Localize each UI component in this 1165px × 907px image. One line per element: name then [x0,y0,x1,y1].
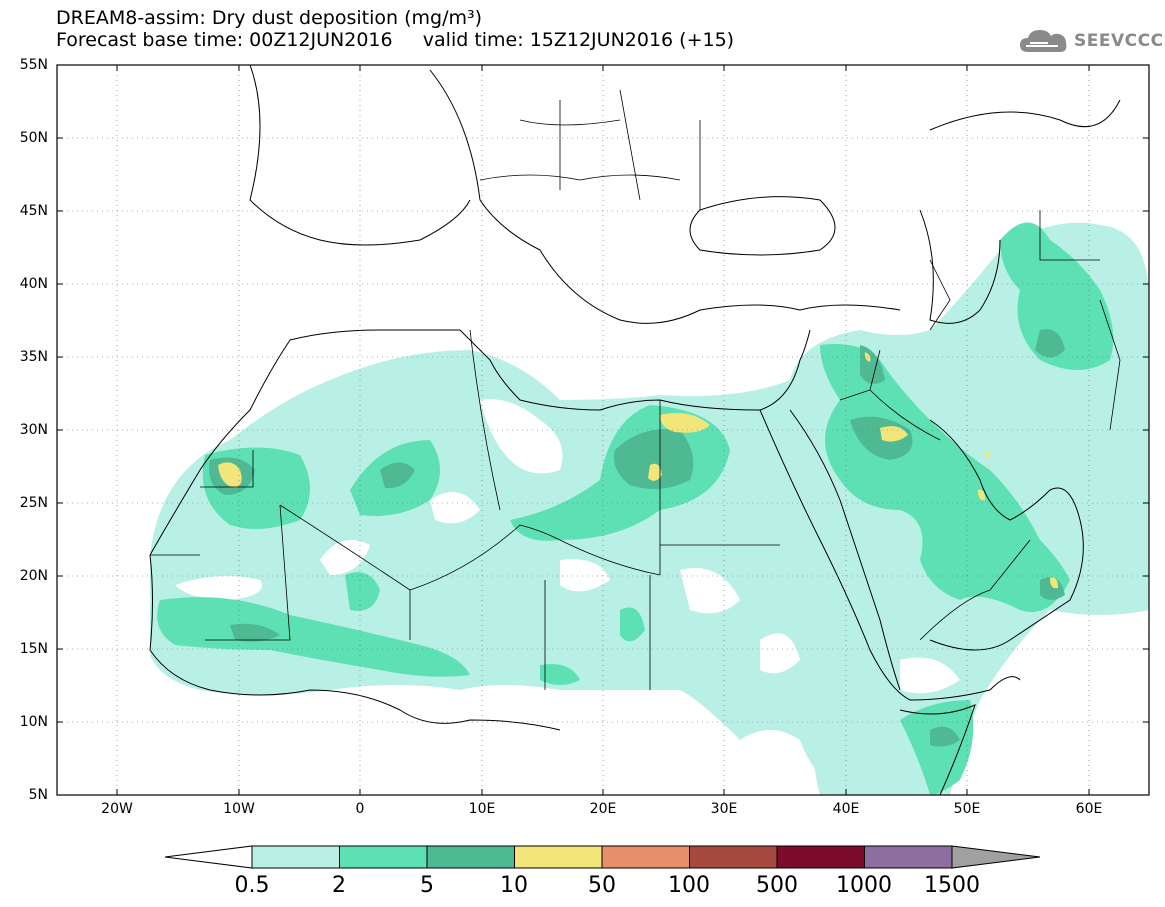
colorbar-label-0.5: 0.5 [234,873,270,898]
lon-label-50e: 50E [953,801,981,817]
country-borders [150,89,1121,690]
colorbar-box-2 [339,845,428,869]
lat-label-40n: 40N [19,276,48,292]
colorbar-label-500: 500 [756,873,798,898]
lat-label-15n: 15N [19,641,48,657]
lat-label-45n: 45N [19,203,48,219]
colorbar-box-100 [689,845,778,869]
lat-label-50n: 50N [19,130,48,146]
colorbar-box-50 [601,845,690,869]
colorbar-box-10 [514,845,603,869]
lon-label-40e: 40E [832,801,860,817]
colorbar-box-1000 [864,845,953,869]
colorbar [164,845,1041,869]
forecast-times: Forecast base time: 00Z12JUN2016 valid t… [56,29,735,51]
lat-label-55n: 55N [19,57,48,73]
map-title: DREAM8-assim: Dry dust deposition (mg/m³… [56,7,483,29]
lon-label-0: 0 [355,801,365,817]
cloud-icon [1020,30,1067,52]
seevccc-logo: SEEVCCC [1018,24,1164,58]
lat-label-10n: 10N [19,714,48,730]
colorbar-boxes [251,845,953,869]
lon-label-20e: 20E [589,801,617,817]
lat-label-35n: 35N [19,349,48,365]
colorbar-label-1500: 1500 [924,873,980,898]
dust-deposition-field [150,222,1149,795]
lon-label-20w: 20W [101,801,133,817]
lon-label-30e: 30E [710,801,738,817]
colorbar-label-5: 5 [420,873,434,898]
colorbar-label-50: 50 [588,873,616,898]
colorbar-label-10: 10 [500,873,528,898]
lat-label-5n: 5N [28,787,48,803]
colorbar-over-arrow [951,845,1041,869]
axis-ticks [57,64,1149,795]
lat-label-30n: 30N [19,422,48,438]
lat-label-25n: 25N [19,495,48,511]
lon-label-10w: 10W [223,801,255,817]
graticule [57,65,1149,795]
colorbar-box-0.5 [251,845,340,869]
logo-text: SEEVCCC [1074,31,1164,51]
dust-level-10 [218,352,1058,589]
colorbar-label-2: 2 [332,873,346,898]
lon-label-10e: 10E [468,801,496,817]
colorbar-under-arrow [164,845,253,869]
lon-label-60e: 60E [1075,801,1103,817]
colorbar-box-500 [776,845,865,869]
coastlines [149,65,1121,795]
colorbar-box-5 [426,845,515,869]
colorbar-label-100: 100 [668,873,710,898]
dust-free-patches [175,399,960,694]
lat-label-20n: 20N [19,568,48,584]
colorbar-label-1000: 1000 [836,873,892,898]
